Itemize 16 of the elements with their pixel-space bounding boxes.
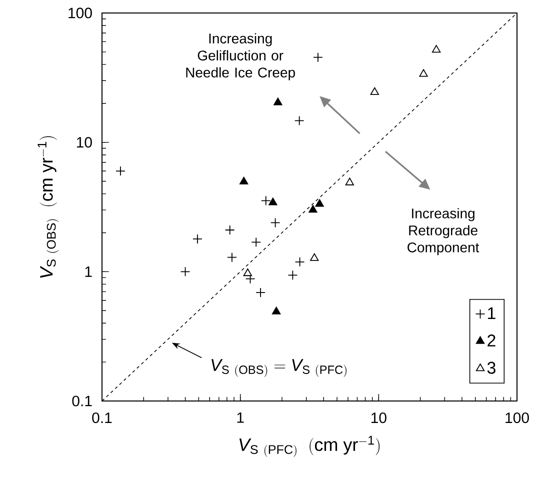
- x-tick-label: 1: [237, 412, 244, 423]
- x-tick-label: 0.1: [92, 412, 112, 424]
- annotation: $V_{\mathrm{S\ (OBS)}} = V_{\mathrm{S\ (PFC)}}$: [212, 359, 346, 377]
- y-tick-label: 0.1: [72, 396, 92, 406]
- y-tick-label: 100: [68, 8, 92, 18]
- y-tick-label: 10: [76, 137, 92, 148]
- legend-label: 2: [488, 334, 496, 346]
- y-axis-title: $V_{\mathrm{S\ (OBS)}}\ \ (\mathrm{cm\ yr}^{\mathrm{-1}})$: [38, 136, 59, 278]
- annotation: Increasing Retrograde Component: [408, 208, 480, 256]
- legend-label: 1: [488, 307, 496, 320]
- annotation: Increasing Gelifluction or Needle Ice Creep: [186, 33, 295, 80]
- x-axis-title: $V_{\mathrm{S\ (PFC)}}\ \ (\mathrm{cm\ yr}^{\mathrm{-1}})$: [239, 436, 380, 457]
- y-tick-label: 1: [85, 266, 92, 277]
- x-tick-label: 100: [506, 412, 529, 424]
- legend-label: 3: [487, 362, 496, 374]
- x-tick-label: 10: [371, 412, 386, 424]
